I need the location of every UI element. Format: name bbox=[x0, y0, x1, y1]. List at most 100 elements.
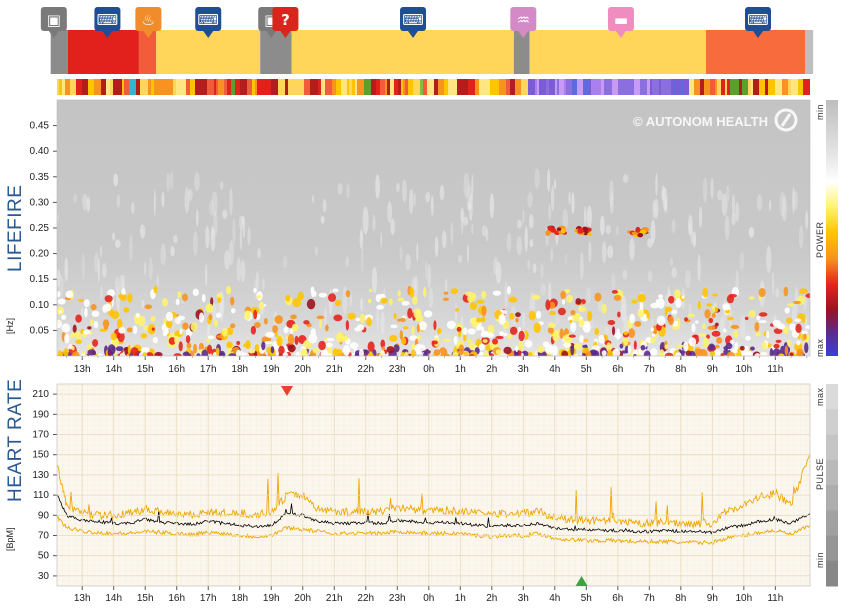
activity-track: ▣ ⌨ ♨ ⌨ ▣? ⌨ ♒ ▬ ⌨ bbox=[40, 7, 814, 74]
spectrogram-streak bbox=[622, 174, 629, 183]
spectrogram-blob bbox=[119, 294, 127, 302]
spectrogram-blob bbox=[61, 314, 67, 320]
spectrogram-streak bbox=[402, 179, 407, 203]
spectrogram-blob bbox=[570, 321, 577, 333]
strip-cell bbox=[59, 79, 62, 95]
spectrogram-blob bbox=[739, 345, 745, 351]
spectrogram-streak bbox=[735, 201, 740, 222]
spectrogram-blob bbox=[698, 349, 708, 356]
strip-cell bbox=[717, 79, 721, 95]
strip-cell bbox=[364, 79, 371, 95]
spectrogram-blob bbox=[75, 314, 82, 323]
pulse-colorbar-max-label: max bbox=[815, 387, 825, 406]
spectrogram-blob bbox=[592, 345, 600, 351]
strip-cell bbox=[452, 79, 457, 95]
spectrogram-streak bbox=[739, 251, 745, 270]
spectrogram-blob bbox=[366, 317, 372, 327]
x-tick-label: 9h bbox=[707, 364, 718, 375]
spectrogram-blob bbox=[720, 353, 725, 356]
strip-cell bbox=[604, 79, 609, 95]
strip-cell bbox=[475, 79, 479, 95]
spectrogram-blob bbox=[549, 310, 556, 316]
spectrogram-blob bbox=[436, 327, 442, 335]
spectrogram-streak bbox=[579, 251, 584, 280]
strip-cell bbox=[341, 79, 347, 95]
x-tick-label: 13h bbox=[74, 593, 91, 604]
spectrogram-blob bbox=[147, 323, 156, 335]
spectrogram-blob bbox=[140, 347, 150, 353]
spectrogram-blob bbox=[236, 341, 241, 346]
spectrogram-blob bbox=[253, 309, 258, 320]
spectrogram-streak bbox=[161, 191, 165, 208]
spectrogram-blob bbox=[178, 341, 183, 352]
spectrogram-streak bbox=[114, 239, 121, 248]
spectrogram-blob bbox=[758, 320, 767, 324]
pulse-colorbar-segment bbox=[826, 459, 838, 486]
x-tick-label: 1h bbox=[455, 593, 466, 604]
spectrogram-blob bbox=[664, 344, 668, 350]
spectrogram-blob bbox=[443, 291, 449, 295]
spectrogram-blob bbox=[560, 290, 566, 300]
strip-cell bbox=[227, 79, 231, 95]
strip-cell bbox=[577, 79, 583, 95]
strip-cell bbox=[485, 79, 488, 95]
spectrogram-blob bbox=[509, 312, 515, 320]
spectrogram-blob bbox=[784, 345, 789, 356]
spectrogram-streak bbox=[116, 194, 120, 208]
x-tick-label: 5h bbox=[581, 593, 592, 604]
meal-icon: ♨ bbox=[135, 7, 162, 38]
icon-badge bbox=[400, 7, 427, 31]
spectrogram-streak bbox=[94, 252, 99, 273]
strip-cell bbox=[176, 79, 179, 95]
spectrogram-blob bbox=[181, 293, 188, 302]
spectrogram-blob bbox=[730, 324, 740, 330]
spectrogram-blob bbox=[433, 349, 441, 356]
spectrogram-blob bbox=[744, 316, 749, 321]
spectrogram-streak bbox=[247, 226, 251, 246]
activity-segment bbox=[260, 30, 292, 74]
strip-cell bbox=[748, 79, 751, 95]
spectrogram-blob bbox=[393, 344, 400, 353]
spectrogram-blob bbox=[174, 335, 180, 345]
spectrogram-blob bbox=[319, 318, 323, 329]
spectrogram-streak bbox=[205, 225, 210, 249]
spectrogram-hotspot bbox=[561, 228, 566, 234]
spectrogram-blob bbox=[694, 351, 700, 356]
x-tick-label: 11h bbox=[767, 593, 783, 604]
spectrogram-blob bbox=[347, 312, 356, 320]
strip-cell bbox=[151, 79, 154, 95]
strip-cell bbox=[57, 79, 59, 95]
spectrogram-streak bbox=[756, 194, 763, 211]
strip-cell bbox=[555, 79, 557, 95]
spectrogram-blob bbox=[769, 347, 774, 356]
spectrogram-blob bbox=[300, 348, 308, 356]
strip-cell bbox=[304, 79, 310, 95]
strip-cell bbox=[252, 79, 255, 95]
spectrogram-blob bbox=[634, 321, 642, 327]
spectrogram-blob bbox=[482, 339, 488, 343]
spectrogram-streak bbox=[457, 255, 463, 264]
spectrogram-blob bbox=[672, 320, 679, 327]
power-colorbar bbox=[826, 100, 838, 356]
spectrogram-hotspot bbox=[545, 229, 552, 235]
strip-cell bbox=[166, 79, 173, 95]
x-tick-label: 4h bbox=[549, 593, 560, 604]
spectrogram-blob bbox=[796, 340, 801, 346]
spectrogram-hotspot bbox=[587, 232, 593, 236]
spectrogram-blob bbox=[640, 345, 646, 351]
spectrogram-blob bbox=[226, 341, 233, 349]
spectrogram-blob bbox=[418, 321, 427, 331]
strip-cell bbox=[614, 79, 618, 95]
spectrogram-blob bbox=[333, 314, 343, 322]
spectrogram-blob bbox=[754, 321, 760, 332]
strip-cell bbox=[710, 79, 715, 95]
spectrogram-blob bbox=[805, 325, 810, 329]
activity-strip bbox=[57, 79, 810, 95]
spectrogram-streak bbox=[73, 193, 78, 203]
spectrogram-blob bbox=[207, 344, 213, 355]
spectrogram-blob bbox=[185, 335, 191, 344]
y-tick-label: 170 bbox=[32, 430, 49, 441]
spectrogram-blob bbox=[528, 310, 536, 321]
spectrogram-blob bbox=[287, 333, 295, 345]
spectrogram-blob bbox=[151, 327, 155, 331]
